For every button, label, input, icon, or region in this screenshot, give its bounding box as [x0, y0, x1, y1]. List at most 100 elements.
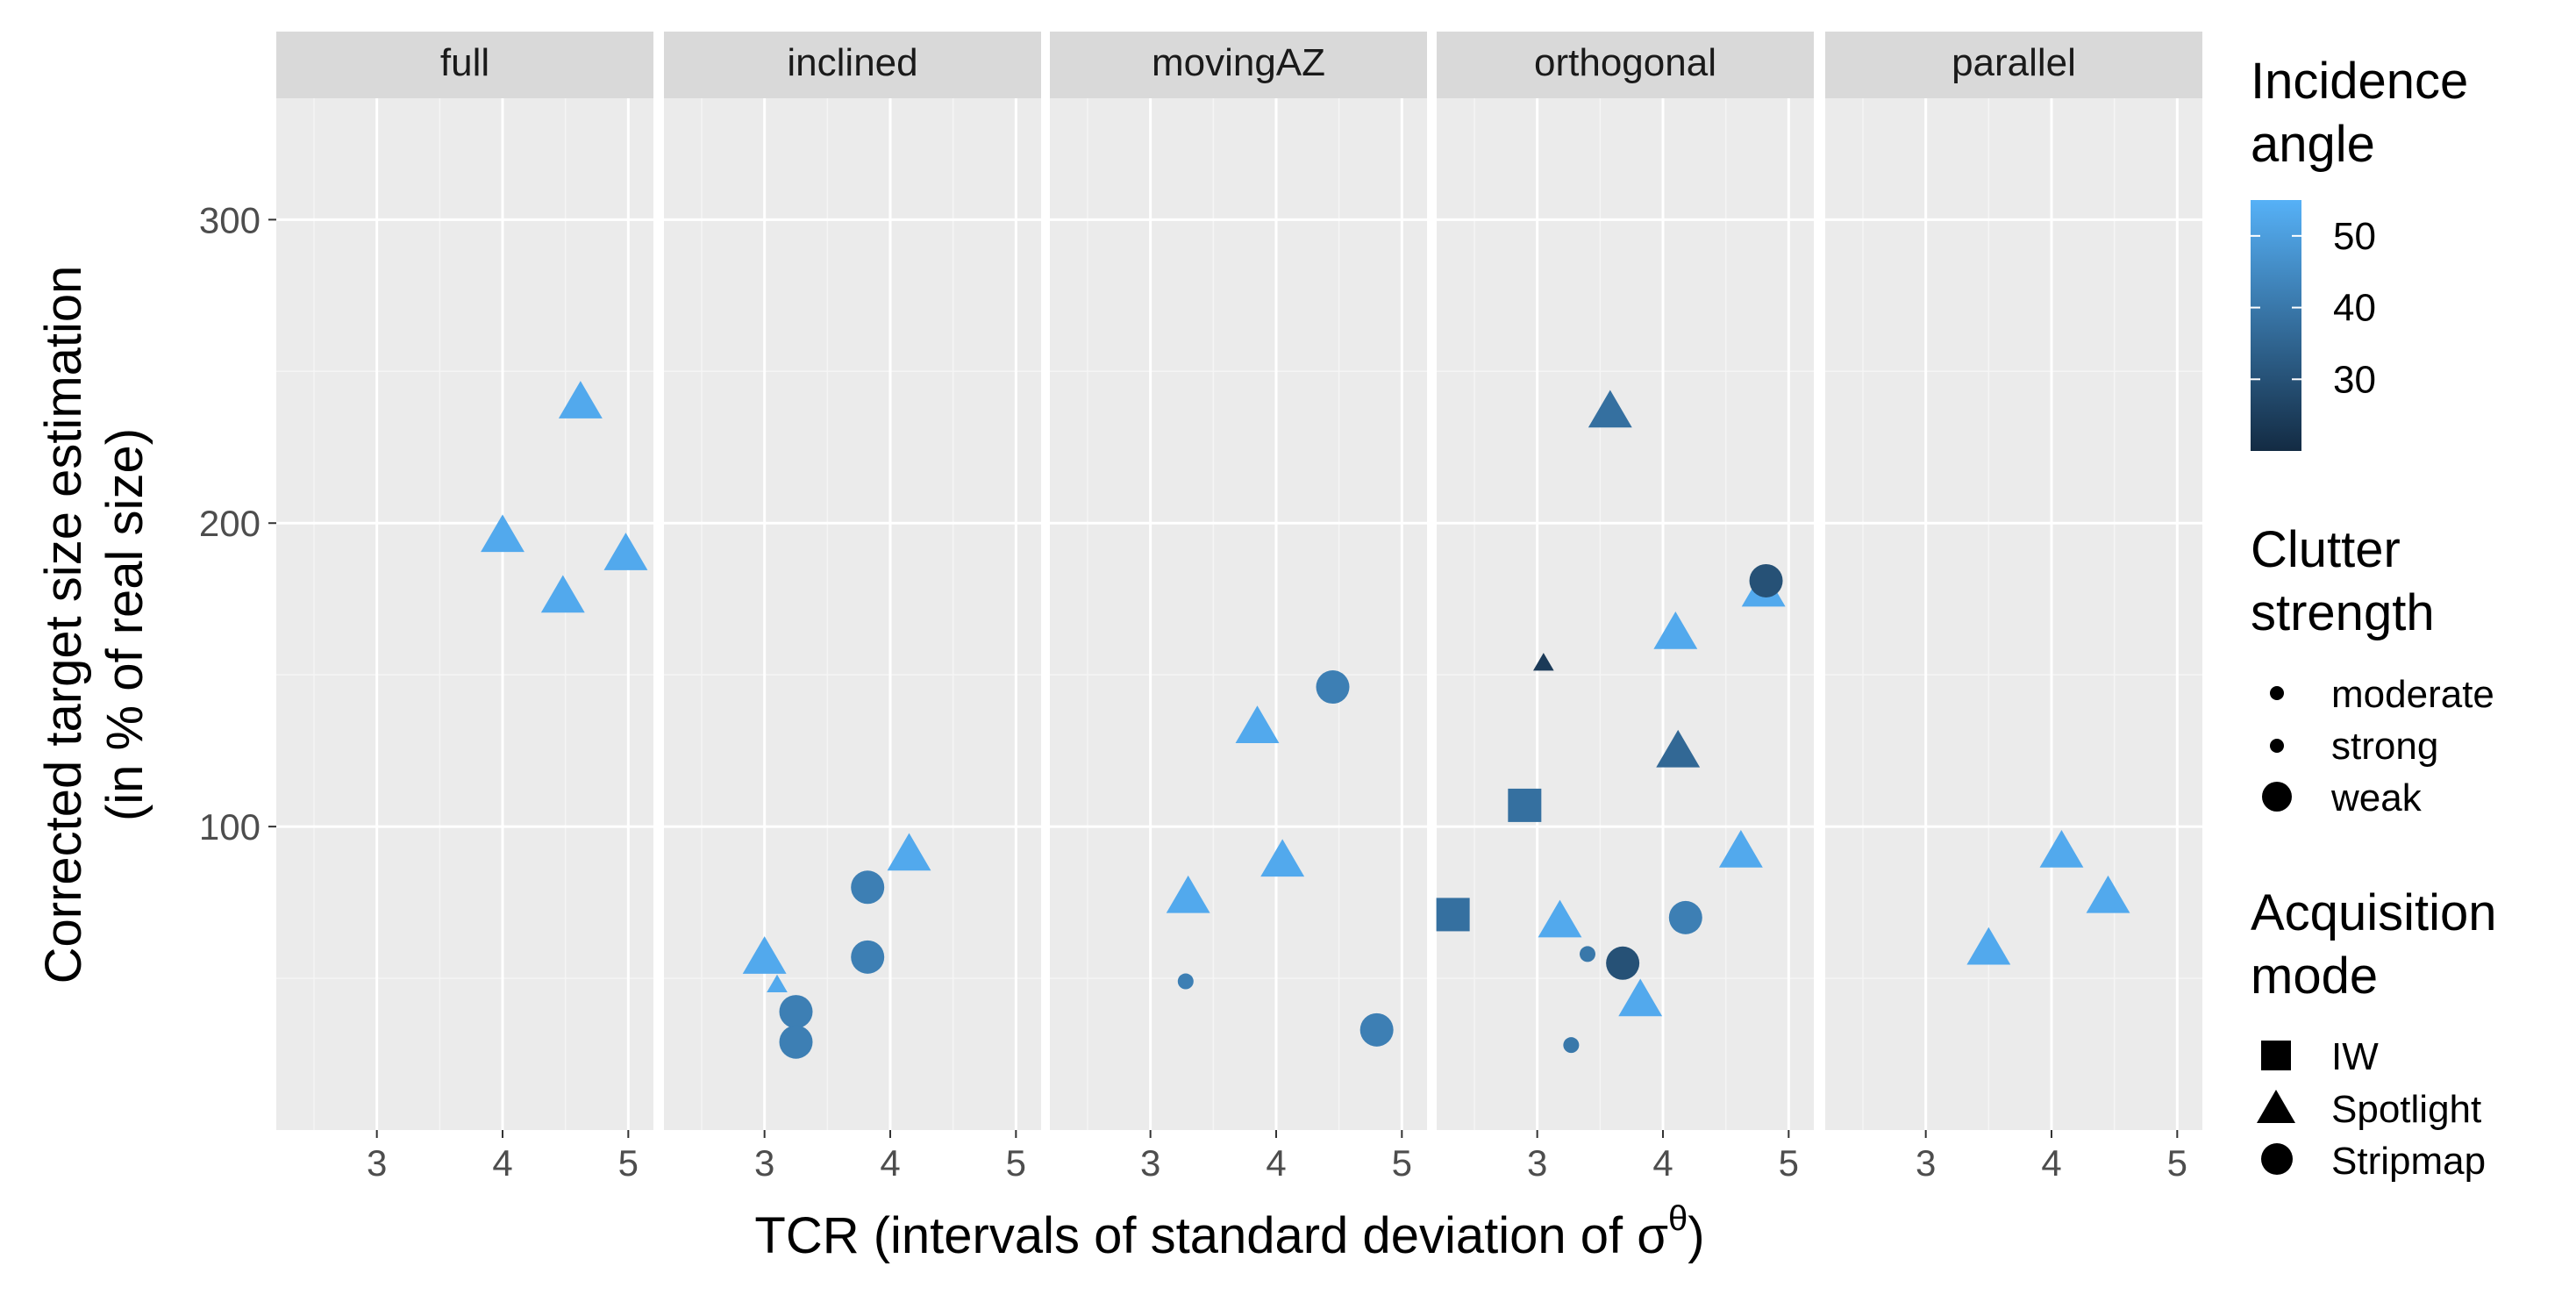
x-axis-title-superscript: θ	[1668, 1199, 1688, 1238]
x-tick-label: 4	[880, 1142, 900, 1184]
panel-background	[1825, 98, 2202, 1130]
colorbar-tick-label: 40	[2333, 287, 2376, 330]
data-point-spotlight	[1653, 612, 1698, 649]
x-tick-label: 4	[1266, 1142, 1286, 1184]
data-point-stripmap	[1749, 563, 1783, 597]
data-point-spotlight	[1260, 839, 1305, 877]
facet-label-parallel: parallel	[1952, 41, 2076, 84]
facet-panel-full: full	[276, 32, 653, 1130]
facet-strip-inclined	[664, 32, 1041, 98]
data-point-spotlight	[1538, 899, 1582, 938]
data-point-spotlight	[1588, 390, 1632, 428]
data-point-spotlight	[742, 936, 787, 974]
legend-label-strong: strong	[2331, 725, 2438, 768]
data-point-stripmap	[1668, 900, 1702, 934]
x-tick-label: 5	[1392, 1142, 1412, 1184]
legend-clutter-title-line2: strength	[2251, 584, 2435, 641]
data-point-spotlight	[887, 833, 931, 871]
legend-label-spotlight: Spotlight	[2331, 1088, 2481, 1131]
x-tick-label: 3	[367, 1142, 387, 1184]
legend-incidence-title-line2: angle	[2251, 116, 2375, 173]
data-point-spotlight	[603, 533, 648, 570]
x-axis-title-close: )	[1688, 1207, 1704, 1264]
x-axis-title: TCR (intervals of standard deviation of …	[754, 1199, 1704, 1264]
data-point-stripmap	[851, 870, 885, 905]
data-point-stripmap	[1563, 1037, 1580, 1054]
data-point-stripmap	[1606, 946, 1640, 980]
colorbar-ticks: 50 40 30	[2251, 215, 2376, 401]
y-tick-label: 100	[199, 806, 260, 848]
facet-strip-parallel	[1825, 32, 2202, 98]
legend-acquisition-title-line2: mode	[2251, 948, 2378, 1005]
x-axis-title-main: TCR (intervals of standard deviation of …	[754, 1207, 1668, 1264]
x-tick-label: 3	[754, 1142, 774, 1184]
data-point-spotlight	[1718, 830, 1763, 868]
legend-key-stripmap-circle	[2261, 1143, 2293, 1175]
x-tick-label: 5	[1779, 1142, 1799, 1184]
data-point-spotlight	[1166, 875, 1210, 913]
facet-panel-parallel: parallel	[1825, 32, 2202, 1130]
x-tick-label: 5	[1006, 1142, 1026, 1184]
facet-strip-full	[276, 32, 653, 98]
x-tick-label: 4	[2041, 1142, 2061, 1184]
facet-panel-inclined: inclined	[664, 32, 1041, 1130]
y-tick-label: 200	[199, 503, 260, 544]
data-point-spotlight	[1966, 926, 2011, 965]
x-tick-label: 5	[2167, 1142, 2187, 1184]
data-point-spotlight	[558, 381, 603, 418]
data-point-stripmap	[1177, 973, 1194, 990]
y-axis: 100 200 300	[199, 199, 276, 848]
data-point-spotlight	[1618, 978, 1663, 1017]
legend-label-weak: weak	[2330, 776, 2423, 819]
x-tick-label: 4	[492, 1142, 512, 1184]
data-point-stripmap	[1359, 1012, 1394, 1047]
x-tick-label: 3	[1140, 1142, 1160, 1184]
legend-key-iw-square	[2261, 1041, 2291, 1070]
data-point-spotlight	[481, 514, 524, 553]
incidence-colorbar	[2251, 200, 2301, 451]
legend-key-spotlight-triangle	[2257, 1090, 2295, 1123]
facet-strip-orthogonal	[1437, 32, 1814, 98]
facet-label-full: full	[440, 41, 489, 84]
data-point-spotlight	[1656, 729, 1701, 768]
legend-label-stripmap: Stripmap	[2331, 1140, 2486, 1183]
data-point-spotlight	[767, 974, 788, 992]
data-point-stripmap	[1316, 670, 1350, 705]
colorbar-tick-label: 50	[2333, 215, 2376, 258]
y-tick-label: 300	[199, 199, 260, 240]
x-tick-label: 3	[1916, 1142, 1936, 1184]
legend-acquisition-title-line1: Acquisition	[2251, 884, 2496, 941]
facet-label-inclined: inclined	[787, 41, 917, 84]
x-tick-label: 5	[618, 1142, 639, 1184]
facet-panel-orthogonal: orthogonal	[1436, 32, 1814, 1130]
legend-incidence-angle: Incidence angle 50 40 30	[2251, 53, 2468, 451]
data-point-spotlight	[2039, 830, 2084, 868]
data-point-spotlight	[1533, 653, 1554, 671]
x-tick-label: 4	[1652, 1142, 1673, 1184]
data-point-iw	[1436, 898, 1470, 932]
data-point-stripmap	[779, 995, 813, 1029]
y-axis-title-line1: Corrected target size estimation	[35, 266, 92, 984]
legend-label-moderate: moderate	[2331, 673, 2494, 716]
x-axis: 3 4 5 3 4 5 3 4 5 3 4 5 3 4 5	[367, 1130, 2187, 1184]
facet-strip-movingAZ	[1050, 32, 1427, 98]
data-point-spotlight	[540, 575, 585, 613]
panel-background	[1050, 98, 1427, 1130]
legend-clutter-strength: Clutter strength moderate strong weak	[2251, 521, 2494, 819]
legend-key-strong	[2270, 739, 2284, 753]
data-point-stripmap	[851, 940, 885, 974]
legend-key-moderate	[2270, 686, 2284, 700]
data-point-stripmap	[779, 1025, 813, 1059]
facet-label-movingAZ: movingAZ	[1152, 41, 1325, 84]
data-point-spotlight	[2086, 875, 2130, 913]
legend-clutter-title-line1: Clutter	[2251, 521, 2401, 578]
legend-acquisition-mode: Acquisition mode IW Spotlight Stripmap	[2251, 884, 2496, 1183]
y-axis-title-line2: (in % of real size)	[96, 428, 153, 821]
facet-label-orthogonal: orthogonal	[1534, 41, 1716, 84]
facet-panels: full inclined movingAZ orthogonal parallel	[276, 32, 2202, 1130]
data-point-spotlight	[1235, 705, 1280, 743]
data-point-stripmap	[1580, 946, 1595, 962]
legend-key-weak	[2262, 782, 2292, 812]
facet-panel-movingAZ: movingAZ	[1050, 32, 1427, 1130]
